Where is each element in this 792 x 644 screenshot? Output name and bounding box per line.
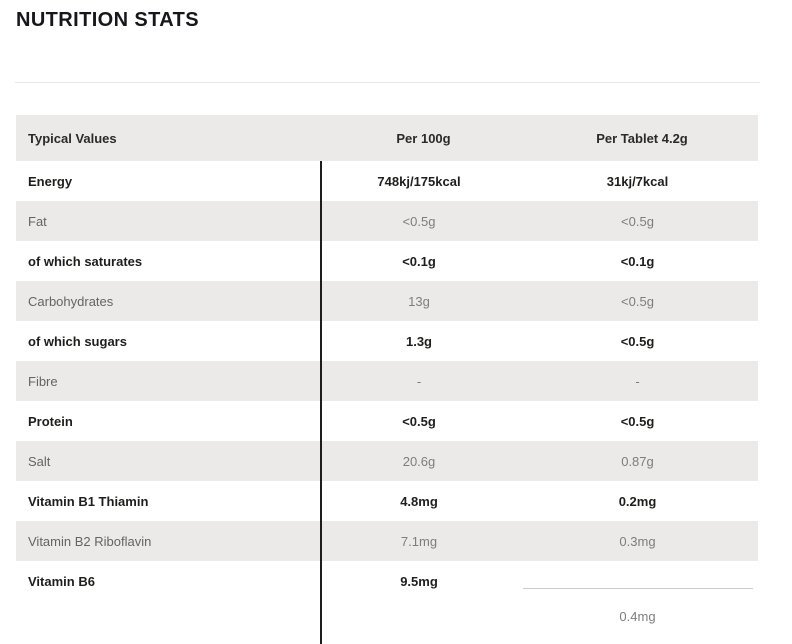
per-100g-value: 4.8mg — [400, 493, 438, 509]
page-title: NUTRITION STATS — [16, 9, 200, 31]
row-label: Vitamin B2 Riboflavin — [28, 533, 152, 549]
per-tablet-value: 31kj/7kcal — [606, 173, 669, 189]
per-100g-value: 748kj/175kcal — [377, 173, 461, 189]
per-tablet-value: 0.87g — [621, 453, 654, 469]
table-row: Protein <0.5g <0.5g — [16, 401, 758, 441]
per-tablet-value: <0.5g — [621, 293, 654, 309]
row-label: Protein — [28, 413, 73, 429]
overflow-per-tablet-value: 0.4mg — [619, 609, 656, 624]
per-tablet-value: <0.5g — [620, 333, 655, 349]
nutrition-table: Typical Values Per 100g Per Tablet 4.2g … — [16, 115, 758, 601]
table-row: Salt 20.6g 0.87g — [16, 441, 758, 481]
row-label: Carbohydrates — [28, 293, 114, 309]
table-row: Vitamin B6 9.5mg — [16, 561, 758, 601]
per-100g-value: 9.5mg — [400, 573, 438, 589]
per-tablet-value: 0.3mg — [619, 533, 656, 549]
per-tablet-value: <0.5g — [620, 413, 655, 429]
row-label: of which sugars — [28, 333, 127, 349]
overflow-cell-rule — [523, 588, 753, 589]
table-row: Fat <0.5g <0.5g — [16, 201, 758, 241]
row-label: Energy — [28, 173, 73, 189]
per-tablet-value: - — [635, 373, 640, 389]
title-divider — [15, 82, 760, 83]
per-100g-value: 1.3g — [405, 333, 432, 349]
row-label: Fibre — [28, 373, 58, 389]
per-100g-value: <0.1g — [402, 253, 436, 269]
table-row: Carbohydrates 13g <0.5g — [16, 281, 758, 321]
per-tablet-value: 0.2mg — [618, 493, 657, 509]
row-label: Vitamin B1 Thiamin — [28, 493, 149, 509]
row-label: of which saturates — [28, 253, 143, 269]
table-row: of which saturates <0.1g <0.1g — [16, 241, 758, 281]
column-header-per-tablet: Per Tablet 4.2g — [596, 130, 688, 146]
per-tablet-value: <0.1g — [620, 253, 655, 269]
per-100g-value: <0.5g — [402, 213, 436, 229]
table-row: of which sugars 1.3g <0.5g — [16, 321, 758, 361]
per-100g-value: 7.1mg — [400, 533, 438, 549]
row-label: Vitamin B6 — [28, 573, 95, 589]
per-100g-value: 20.6g — [402, 453, 436, 469]
per-100g-value: <0.5g — [402, 413, 436, 429]
per-100g-value: - — [416, 373, 422, 389]
row-label: Salt — [28, 453, 51, 469]
table-row: Energy 748kj/175kcal 31kj/7kcal — [16, 161, 758, 201]
row-label: Fat — [28, 213, 47, 229]
column-header-typical-values: Typical Values — [28, 130, 117, 146]
column-header-per-100g: Per 100g — [396, 130, 451, 146]
table-row: Vitamin B2 Riboflavin 7.1mg 0.3mg — [16, 521, 758, 561]
per-tablet-value: <0.5g — [621, 213, 654, 229]
table-header-row: Typical Values Per 100g Per Tablet 4.2g — [16, 115, 758, 161]
table-row: Fibre - - — [16, 361, 758, 401]
per-100g-value: 13g — [408, 293, 430, 309]
column-rule — [320, 161, 322, 644]
table-row: Vitamin B1 Thiamin 4.8mg 0.2mg — [16, 481, 758, 521]
table-body: Energy 748kj/175kcal 31kj/7kcal Fat <0.5… — [16, 161, 758, 601]
